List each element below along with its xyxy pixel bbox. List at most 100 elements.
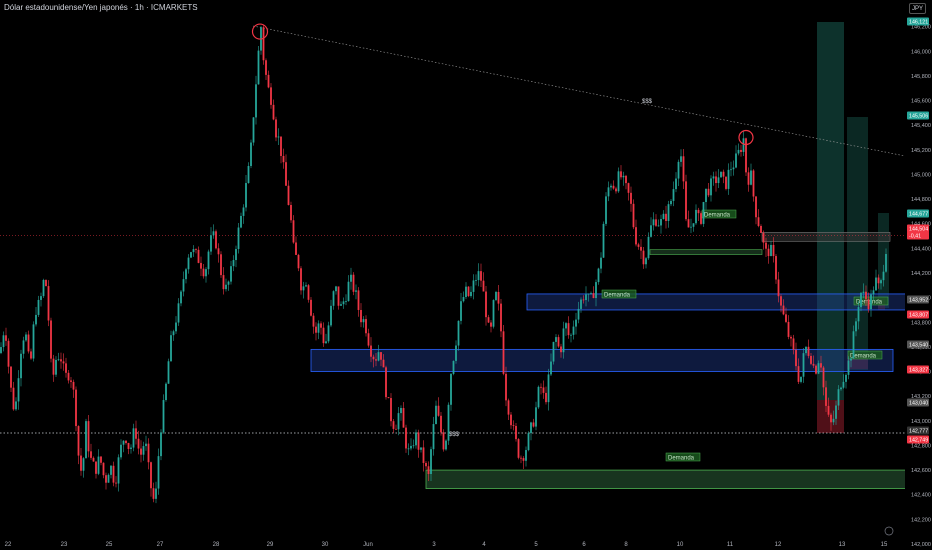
settings-icon [884, 526, 894, 536]
candle [272, 104, 275, 120]
y-tick-label: 144,200 [911, 271, 931, 277]
candle [27, 334, 30, 352]
candle [852, 331, 855, 359]
candle [537, 386, 540, 408]
candle [522, 458, 525, 461]
candle [15, 401, 17, 410]
candle [725, 176, 727, 189]
candle [685, 181, 687, 220]
candle [215, 231, 217, 249]
candle [65, 363, 67, 373]
candle [820, 363, 822, 368]
candle [652, 219, 655, 226]
candle [557, 337, 560, 347]
candle [547, 374, 550, 403]
candle [212, 231, 215, 236]
candle [347, 281, 350, 302]
candle [445, 440, 447, 450]
candle [645, 258, 647, 265]
candle [470, 291, 472, 297]
y-tick-label: 145,000 [911, 172, 931, 178]
candle [115, 482, 117, 484]
candle [102, 462, 105, 476]
candle [0, 347, 2, 354]
candle [695, 209, 697, 224]
candle [327, 325, 330, 342]
candle [532, 422, 535, 427]
candle [147, 443, 150, 463]
candle [477, 271, 480, 281]
candle [810, 355, 812, 364]
y-tick-label: 146,200 [911, 25, 931, 31]
x-tick-label: 3 [432, 542, 436, 548]
demand-label-box [601, 289, 637, 299]
candle [400, 408, 402, 414]
price-label: 143,807 [909, 313, 928, 319]
candle [325, 341, 327, 344]
candle [602, 223, 605, 258]
candle [760, 225, 762, 233]
candle [515, 425, 517, 440]
candle [280, 136, 282, 156]
candle [50, 320, 52, 359]
candle [187, 257, 190, 270]
candle [55, 359, 57, 375]
candle [270, 87, 272, 105]
candle [490, 322, 492, 327]
candle [407, 448, 410, 450]
candle [80, 455, 82, 471]
candle [402, 408, 405, 428]
x-tick-label: 5 [534, 542, 538, 548]
candle [145, 443, 147, 447]
y-tick-label: 144,800 [911, 197, 931, 203]
candle [247, 165, 250, 184]
candle [442, 432, 445, 450]
candle [500, 303, 502, 332]
candle [225, 284, 227, 290]
candle [370, 345, 372, 357]
candle [350, 274, 352, 282]
candle [375, 359, 377, 361]
candle [335, 286, 337, 292]
candle [690, 226, 692, 228]
candle [780, 296, 782, 306]
candle [62, 361, 65, 364]
candle [380, 352, 382, 360]
candle [545, 392, 547, 403]
currency-button[interactable]: JPY [909, 3, 926, 14]
candle [197, 249, 200, 263]
candle [585, 294, 587, 301]
demand-label-box [665, 452, 701, 462]
candle [397, 413, 400, 430]
y-tick-label: 142,200 [911, 517, 931, 523]
candle [75, 389, 77, 427]
candle [200, 262, 202, 269]
candle [117, 457, 120, 484]
candle [87, 421, 90, 452]
y-tick-label: 145,800 [911, 74, 931, 80]
candle [257, 50, 260, 85]
candle [37, 299, 40, 315]
candle [687, 219, 690, 228]
demand-label: Demanda [704, 213, 731, 219]
candle [310, 299, 312, 316]
candle [277, 136, 280, 138]
candle [315, 326, 317, 333]
candle [345, 301, 347, 302]
candle [682, 156, 685, 182]
candle [587, 293, 590, 295]
candle [425, 462, 427, 467]
y-tick-label: 142,800 [911, 443, 931, 449]
candle [800, 376, 802, 382]
candle [560, 346, 562, 353]
candle [777, 279, 780, 297]
candle [287, 185, 290, 205]
candle [502, 331, 505, 374]
candle [622, 175, 625, 178]
demand-label-box [847, 350, 883, 360]
candle [90, 451, 92, 458]
candle [635, 227, 637, 245]
candle [840, 387, 842, 390]
candle [255, 84, 257, 118]
